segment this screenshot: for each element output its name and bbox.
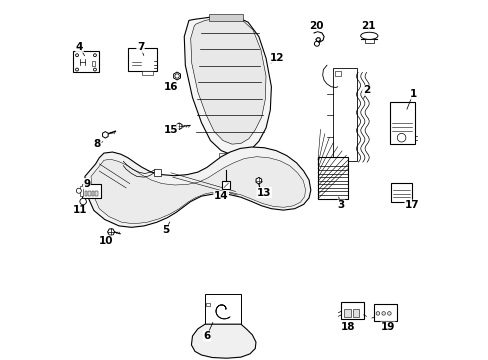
Polygon shape: [173, 72, 180, 80]
Text: 4: 4: [76, 42, 83, 52]
Polygon shape: [190, 18, 265, 144]
Circle shape: [175, 74, 179, 78]
Text: 8: 8: [94, 139, 101, 149]
Polygon shape: [102, 132, 108, 138]
Bar: [334, 71, 341, 76]
Polygon shape: [91, 157, 305, 224]
Text: 21: 21: [360, 21, 375, 31]
Bar: [344, 309, 350, 317]
Text: 13: 13: [257, 188, 271, 198]
Bar: [82, 184, 101, 198]
Bar: [206, 303, 209, 306]
Bar: [352, 309, 359, 317]
Circle shape: [396, 134, 405, 142]
Text: 11: 11: [73, 206, 87, 216]
Text: 20: 20: [308, 21, 323, 31]
Bar: [73, 51, 99, 72]
Bar: [373, 305, 396, 320]
Text: 18: 18: [341, 322, 355, 332]
Bar: [317, 157, 348, 199]
Circle shape: [93, 68, 96, 71]
Text: 3: 3: [337, 200, 344, 210]
Text: 1: 1: [408, 89, 416, 99]
Ellipse shape: [360, 32, 377, 40]
Text: 16: 16: [163, 82, 178, 92]
Text: 2: 2: [362, 85, 369, 95]
Text: 10: 10: [99, 236, 113, 246]
Circle shape: [375, 312, 379, 315]
Bar: [208, 14, 242, 22]
Polygon shape: [191, 324, 255, 358]
Bar: [142, 71, 153, 75]
Bar: [92, 60, 95, 66]
Text: 5: 5: [162, 225, 169, 235]
Circle shape: [76, 188, 81, 193]
Bar: [333, 68, 356, 161]
Bar: [92, 191, 94, 196]
Polygon shape: [107, 229, 115, 235]
Text: 17: 17: [404, 200, 419, 210]
Text: 6: 6: [203, 331, 210, 341]
Bar: [218, 153, 233, 158]
Circle shape: [381, 312, 385, 315]
Bar: [95, 191, 98, 196]
Circle shape: [93, 54, 96, 57]
Text: 7: 7: [137, 42, 144, 52]
Bar: [389, 102, 414, 144]
Bar: [341, 302, 363, 319]
Text: 15: 15: [163, 125, 178, 135]
Text: 14: 14: [213, 191, 228, 201]
Polygon shape: [176, 123, 182, 130]
Bar: [204, 294, 241, 324]
Bar: [84, 191, 87, 196]
Circle shape: [387, 312, 390, 315]
Circle shape: [76, 54, 78, 57]
Polygon shape: [85, 147, 310, 227]
Circle shape: [80, 198, 86, 205]
Polygon shape: [256, 177, 261, 184]
Polygon shape: [184, 16, 271, 155]
Circle shape: [76, 68, 78, 71]
Text: 12: 12: [269, 53, 284, 63]
Bar: [80, 186, 83, 196]
Bar: [222, 181, 230, 189]
Bar: [88, 191, 90, 196]
Text: 19: 19: [380, 322, 394, 332]
Bar: [390, 183, 411, 202]
Bar: [128, 48, 157, 71]
Bar: [364, 39, 373, 43]
Text: 9: 9: [83, 179, 90, 189]
Bar: [154, 169, 161, 176]
